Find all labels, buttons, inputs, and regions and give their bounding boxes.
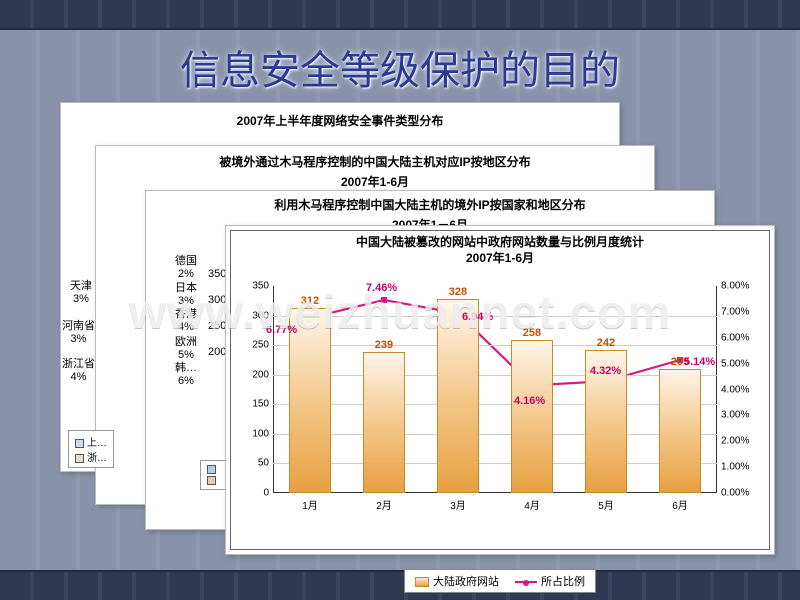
bar: 239 xyxy=(363,352,406,493)
xtick: 6月 xyxy=(672,497,688,512)
chart-title-l1: 中国大陆被篡改的网站中政府网站数量与比例月度统计 xyxy=(356,235,644,249)
bar-value: 242 xyxy=(597,337,615,349)
xtick: 5月 xyxy=(598,497,614,512)
gridline xyxy=(273,434,717,435)
pct-label: 5.14% xyxy=(684,356,715,368)
gridline xyxy=(273,345,717,346)
pct-label: 7.46% xyxy=(366,282,397,294)
peek-ytick: 200 xyxy=(208,346,226,359)
peek-ytick: 350 xyxy=(208,268,226,281)
legend-bar: 大陆政府网站 xyxy=(415,573,499,589)
ytick-left: 0 xyxy=(263,488,269,499)
ytick-left: 150 xyxy=(252,399,269,410)
pie-slice-label: 德国2% xyxy=(175,255,197,281)
ytick-right: 1.00% xyxy=(721,462,749,473)
sheet2-legend-item-1: 浙… xyxy=(87,453,107,464)
ytick-right: 2.00% xyxy=(721,436,749,447)
gridline xyxy=(273,316,717,317)
chart-title-l2: 2007年1-6月 xyxy=(466,251,534,265)
ytick-left: 300 xyxy=(252,310,269,321)
ytick-right: 0.00% xyxy=(721,488,749,499)
xtick: 4月 xyxy=(524,497,540,512)
chart-title: 中国大陆被篡改的网站中政府网站数量与比例月度统计 2007年1-6月 xyxy=(231,234,769,266)
chart-legend: 大陆政府网站 所占比例 xyxy=(404,569,596,593)
legend-line-label: 所占比例 xyxy=(541,576,585,588)
ytick-right: 4.00% xyxy=(721,384,749,395)
bar: 312 xyxy=(289,308,332,493)
legend-line: 所占比例 xyxy=(515,573,585,589)
bar-value: 312 xyxy=(301,295,319,307)
pie-slice-label: 日本3% xyxy=(175,282,197,308)
xtick: 2月 xyxy=(376,497,392,512)
chart-outer-frame: 中国大陆被篡改的网站中政府网站数量与比例月度统计 2007年1-6月 05010… xyxy=(230,230,770,550)
pie-slice-label: 浙江省4% xyxy=(62,358,95,384)
bar-value: 328 xyxy=(449,286,467,298)
ytick-left: 100 xyxy=(252,428,269,439)
sheet1-title: 2007年上半年度网络安全事件类型分布 xyxy=(61,113,619,130)
pie-slice-label: 香港4% xyxy=(175,308,197,334)
pct-label: 4.16% xyxy=(514,395,545,407)
sheet3-legend xyxy=(200,460,226,490)
ytick-left: 250 xyxy=(252,340,269,351)
sheet2-title: 被境外通过木马程序控制的中国大陆主机对应IP按地区分布 xyxy=(96,154,654,171)
ytick-left: 200 xyxy=(252,369,269,380)
bg-top-band xyxy=(0,0,800,30)
legend-bar-label: 大陆政府网站 xyxy=(433,576,499,588)
bar-value: 258 xyxy=(523,327,541,339)
sheet2-subtitle: 2007年1-6月 xyxy=(96,173,654,190)
sheet2-legend-item-0: 上… xyxy=(87,438,107,449)
bar-value: 239 xyxy=(375,339,393,351)
page-title: 信息安全等级保护的目的 xyxy=(0,38,800,96)
gridline xyxy=(273,463,717,464)
sheet3-title: 利用木马程序控制中国大陆主机的境外IP按国家和地区分布 xyxy=(146,197,714,214)
pie-slice-label: 天津3% xyxy=(70,280,92,306)
peek-ytick: 250 xyxy=(208,320,226,333)
sheet2-legend: 上… 浙… xyxy=(68,430,114,468)
ytick-right: 5.00% xyxy=(721,358,749,369)
ytick-left: 50 xyxy=(258,458,269,469)
peek-ytick: 300 xyxy=(208,294,226,307)
pct-label: 6.77% xyxy=(266,324,297,336)
main-chart-panel: 中国大陆被篡改的网站中政府网站数量与比例月度统计 2007年1-6月 05010… xyxy=(225,225,775,555)
pct-line xyxy=(273,286,717,493)
xtick: 3月 xyxy=(450,497,466,512)
bar: 209 xyxy=(659,369,702,493)
ytick-right: 3.00% xyxy=(721,410,749,421)
pie-slice-label: 欧洲5% xyxy=(175,336,197,362)
gridline xyxy=(273,404,717,405)
ytick-right: 8.00% xyxy=(721,281,749,292)
bar: 328 xyxy=(437,299,480,493)
pie-slice-label: 韩…6% xyxy=(175,362,197,388)
bg-bottom-band xyxy=(0,570,800,600)
pct-label: 6.94% xyxy=(462,311,493,323)
bar: 258 xyxy=(511,340,554,493)
pct-label: 4.32% xyxy=(590,365,621,377)
ytick-left: 350 xyxy=(252,281,269,292)
ytick-right: 6.00% xyxy=(721,332,749,343)
plot-area: 0501001502002503003500.00%1.00%2.00%3.00… xyxy=(273,286,717,493)
gridline xyxy=(273,375,717,376)
ytick-right: 7.00% xyxy=(721,306,749,317)
xtick: 1月 xyxy=(302,497,318,512)
pie-slice-label: 河南省3% xyxy=(62,320,95,346)
